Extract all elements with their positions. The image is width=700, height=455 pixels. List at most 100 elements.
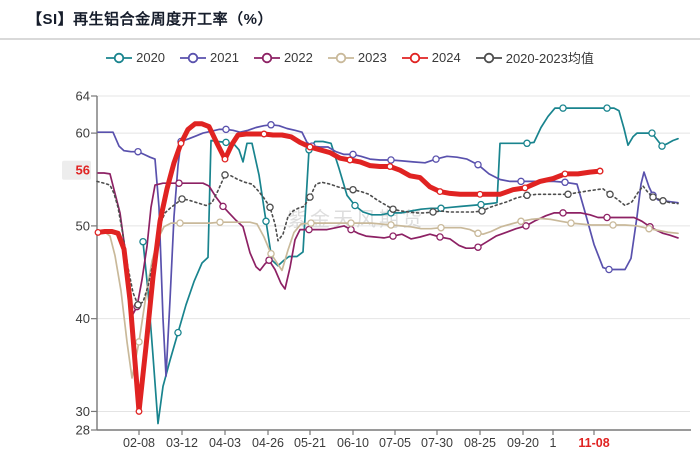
data-point-marker-2023 [176,219,184,227]
series-line-2022 [97,172,679,317]
legend-marker-icon [327,52,354,63]
data-point-marker-2023 [135,338,143,346]
data-point-marker-2020 [174,328,182,337]
data-point-marker-2023 [307,219,315,227]
data-point-marker-2020 [222,138,230,147]
data-point-marker-2020-2023均值 [221,171,229,179]
data-point-marker-2024 [521,184,529,192]
data-point-marker-2023 [567,219,575,227]
data-point-marker-2020 [351,201,359,210]
data-point-marker-2020 [603,104,611,112]
data-point-marker-2023 [216,218,224,226]
x-tick-label: 05-21 [294,436,326,450]
data-point-marker-2024 [346,156,354,164]
data-point-marker-2022 [389,232,397,240]
data-point-marker-2022 [347,225,355,234]
x-tick-label: 09-20 [507,436,539,450]
legend-item-2021[interactable]: 2021 [180,50,239,65]
data-point-marker-2023 [474,229,482,238]
x-tick-label: 08-25 [464,436,496,450]
data-point-marker-2022 [305,225,313,234]
legend-label: 2022 [283,50,313,65]
y-tick-label: 30 [76,404,90,419]
data-point-marker-2020-2023均值 [389,205,397,213]
data-point-marker-2020 [477,200,485,209]
data-point-marker-2024 [561,170,569,178]
data-point-marker-2023 [437,223,445,232]
legend-item-2020[interactable]: 2020 [106,50,165,65]
data-point-marker-2024 [596,167,604,175]
data-point-marker-2021 [605,265,613,274]
y-tick-highlight-bg [62,160,91,180]
series-line-2021 [97,123,679,378]
x-tick-label: 04-03 [209,436,241,450]
data-point-marker-2022 [522,222,530,230]
y-tick-label: 50 [76,218,90,233]
data-point-marker-2022 [219,202,227,211]
legend-item-2022[interactable]: 2022 [253,50,313,65]
data-point-marker-2024 [306,143,314,151]
legend-item-2023[interactable]: 2023 [327,50,387,65]
data-point-marker-2021 [267,121,275,129]
legend-label: 2023 [357,50,387,65]
data-point-marker-2024 [260,130,268,138]
legend-marker-icon [475,52,502,63]
data-point-marker-2023 [609,221,617,229]
data-point-marker-2022 [436,233,444,241]
legend-label: 2020-2023均值 [505,51,594,66]
data-point-marker-2024 [94,228,102,236]
data-point-marker-2021 [561,178,569,187]
data-point-marker-2020-2023均值 [178,195,186,203]
data-point-marker-2020 [648,129,656,137]
y-tick-label: 64 [76,89,90,104]
legend-label: 2024 [431,50,461,65]
data-point-marker-2021 [134,147,142,156]
data-point-marker-2022 [265,256,273,264]
data-point-marker-2024 [177,139,185,147]
y-tick-label: 60 [76,126,90,141]
data-point-marker-2023 [347,219,355,227]
data-point-marker-2020-2023均值 [306,193,314,201]
data-point-marker-2020 [523,139,531,148]
data-point-marker-2020-2023均值 [478,207,486,215]
x-tick-label: 04-26 [252,436,284,450]
data-point-marker-2021 [387,156,395,164]
data-point-marker-2021 [517,177,525,186]
data-point-marker-2021 [222,125,230,134]
data-point-marker-2022 [474,243,482,251]
legend-marker-icon [180,52,207,63]
data-point-marker-2022 [559,209,567,217]
data-point-marker-2021 [432,155,440,163]
series-line-2020-2023均值 [96,174,679,306]
legend-marker-icon [253,52,280,63]
x-tick-label: 07-05 [379,436,411,450]
legend-item-2024[interactable]: 2024 [401,50,461,65]
series-line-2024 [95,121,603,414]
data-point-marker-2024 [135,407,143,415]
data-point-marker-2024 [436,188,444,196]
data-point-marker-2020-2023均值 [134,301,142,309]
legend-marker-icon [106,52,133,63]
legend-item-2020-2023均值[interactable]: 2020-2023均值 [475,48,594,67]
data-point-marker-2020-2023均值 [649,193,657,201]
data-point-marker-2020-2023均值 [564,190,572,199]
x-tick-label: 06-10 [337,436,369,450]
data-point-marker-2024 [476,190,484,198]
x-tick-label: 07-30 [421,436,453,450]
y-tick-label: 40 [76,311,90,326]
chart-title: 【SI】再生铝合金周度开工率（%） [27,11,274,28]
data-point-marker-2023 [387,221,395,229]
data-point-marker-2022 [175,179,183,187]
y-tick-label: 28 [76,423,90,438]
data-point-marker-2024 [386,163,394,170]
data-point-marker-2020-2023均值 [659,197,667,205]
legend-label: 2021 [210,50,239,65]
data-point-marker-2020 [559,104,567,112]
x-tick-label: 1 [550,436,557,450]
data-point-marker-2023 [517,217,525,226]
legend-marker-icon [401,52,428,63]
legend-label: 2020 [136,50,166,65]
data-point-marker-2020-2023均值 [523,191,531,200]
x-tick-label: 02-08 [123,436,155,450]
